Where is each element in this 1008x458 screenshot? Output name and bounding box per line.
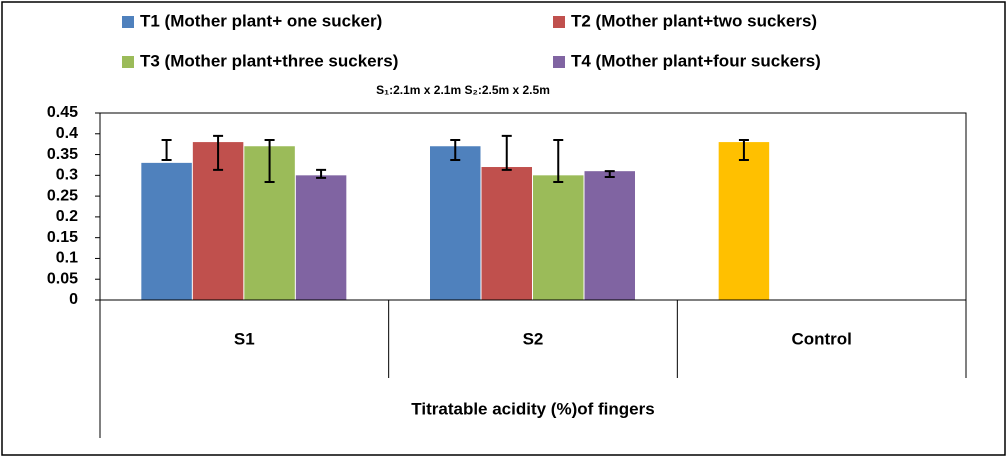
error-bar bbox=[316, 168, 327, 179]
error-bar bbox=[553, 139, 564, 183]
x-axis-title: Titratable acidity (%)of fingers bbox=[411, 399, 654, 418]
bar bbox=[295, 175, 347, 300]
y-tick-label: 0.2 bbox=[56, 208, 78, 225]
y-tick-label: 0.45 bbox=[47, 104, 78, 121]
y-tick-label: 0.35 bbox=[47, 146, 78, 163]
y-tick-label: 0.3 bbox=[56, 167, 78, 184]
legend-label: T4 (Mother plant+four suckers) bbox=[571, 51, 821, 70]
legend-swatch bbox=[553, 16, 565, 28]
plot-frame bbox=[99, 112, 967, 301]
x-tick-label: S1 bbox=[234, 329, 255, 348]
legend-label: T2 (Mother plant+two suckers) bbox=[571, 11, 817, 30]
legend-label: T3 (Mother plant+three suckers) bbox=[140, 51, 398, 70]
error-bar bbox=[604, 170, 615, 178]
legend-swatch bbox=[553, 56, 565, 68]
error-bar bbox=[264, 139, 275, 183]
y-tick-label: 0.25 bbox=[47, 187, 78, 204]
legend-swatch bbox=[122, 16, 134, 28]
x-tick-label: S2 bbox=[523, 329, 544, 348]
y-tick-label: 0.05 bbox=[47, 270, 78, 287]
y-tick-label: 0 bbox=[69, 291, 78, 308]
error-bar bbox=[213, 134, 224, 171]
error-bar bbox=[501, 134, 512, 171]
x-tick-label: Control bbox=[791, 329, 851, 348]
error-bar bbox=[450, 139, 461, 161]
bar bbox=[430, 146, 481, 300]
bar bbox=[584, 171, 635, 300]
bar bbox=[718, 142, 770, 300]
y-tick-label: 0.15 bbox=[47, 229, 78, 246]
bar bbox=[141, 162, 192, 300]
bar bbox=[481, 167, 532, 300]
error-bar bbox=[738, 139, 749, 161]
bar bbox=[533, 175, 584, 300]
y-tick-label: 0.1 bbox=[56, 250, 78, 267]
legend-swatch bbox=[122, 56, 134, 68]
y-tick-label: 0.4 bbox=[56, 125, 78, 142]
chart-subtitle: S₁:2.1m x 2.1m S₂:2.5m x 2.5m bbox=[376, 83, 550, 97]
legend-label: T1 (Mother plant+ one sucker) bbox=[140, 11, 382, 30]
error-bar bbox=[161, 139, 172, 161]
